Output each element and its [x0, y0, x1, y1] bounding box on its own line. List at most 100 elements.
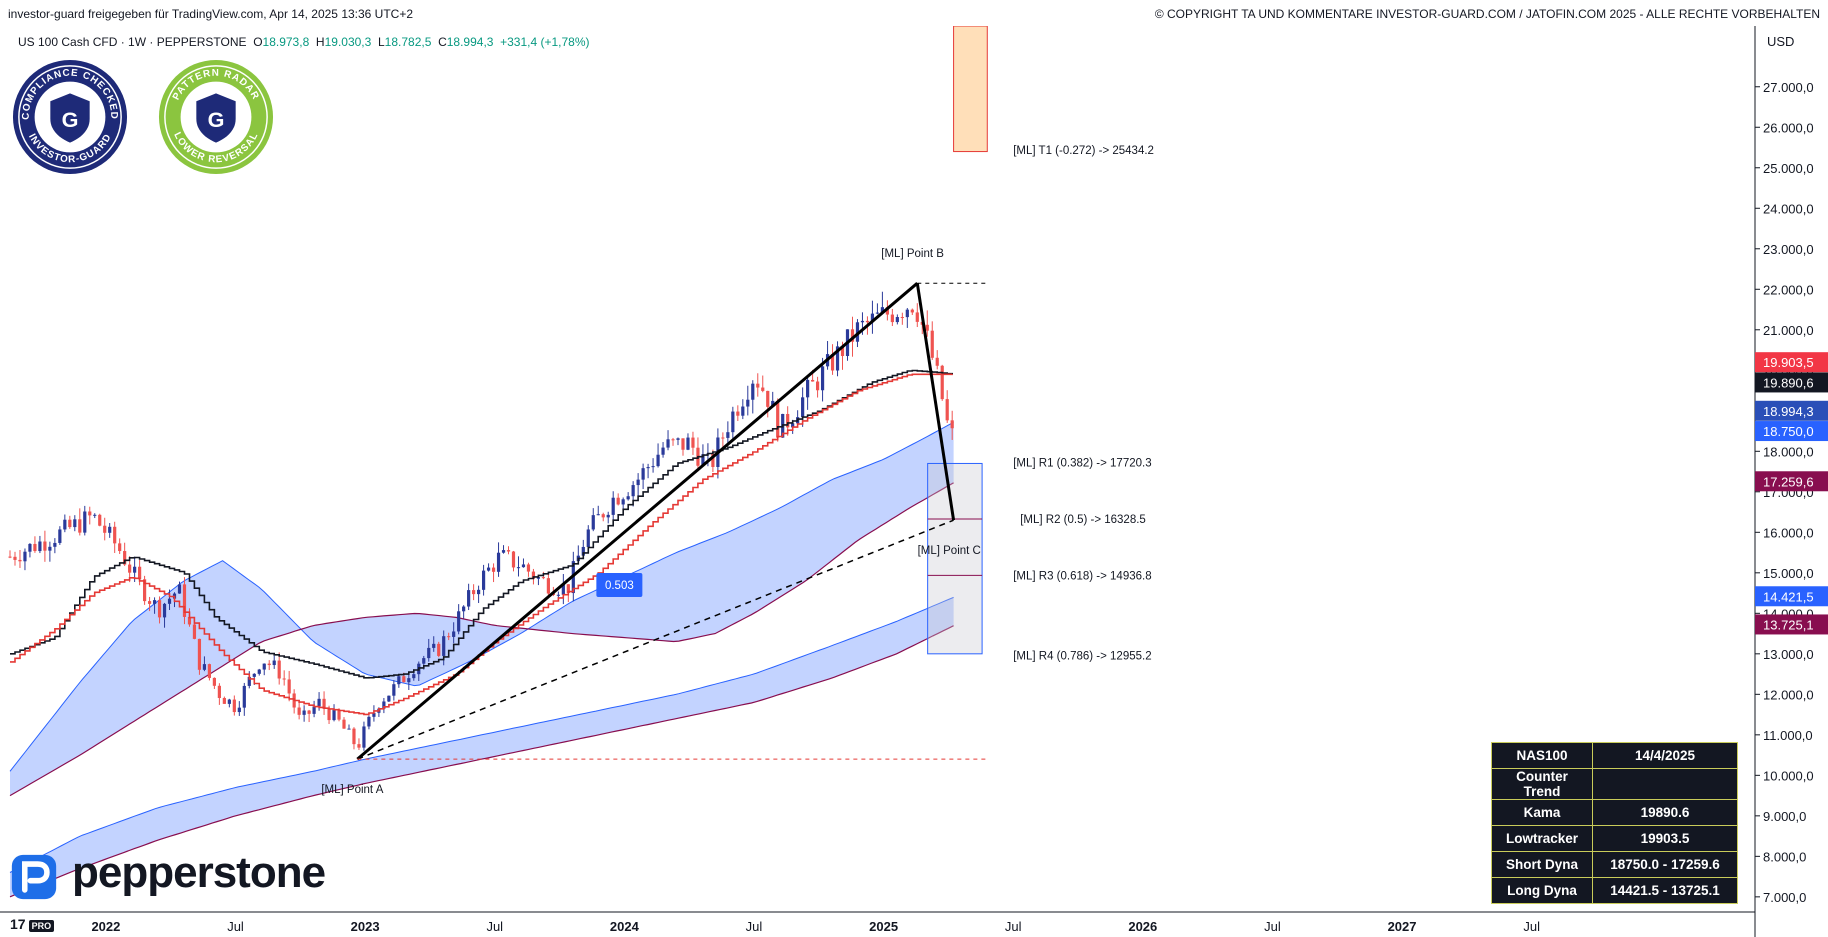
candle-body [811, 379, 815, 382]
x-tick-label: Jul [1005, 919, 1022, 934]
candle-body [133, 566, 137, 573]
candle-body [88, 511, 92, 516]
time-axis[interactable]: 2022 Jul 2023 Jul 2024 Jul 2025 Jul 2026 Jul 2027 J… [0, 911, 1755, 934]
candle-body [357, 744, 361, 748]
candle-body [257, 669, 261, 674]
price-tag-bg [1755, 586, 1828, 607]
candle-body [28, 543, 32, 552]
candle-body [850, 329, 855, 342]
candle-body [33, 543, 37, 552]
candle-body [182, 584, 187, 617]
y-tick-label: 22.000,0 [1763, 282, 1814, 297]
candle-body [477, 589, 481, 595]
candle-body [596, 514, 600, 516]
close-label: C [438, 35, 447, 49]
y-tick-label: 27.000,0 [1763, 80, 1814, 95]
price-tag-label: 14.421,5 [1763, 589, 1814, 604]
candle-body [691, 437, 695, 448]
price-chart[interactable]: [ML] Point A [ML] Point B [ML] Point C 0.50… [0, 26, 1828, 937]
candle-body [232, 699, 236, 713]
candle-body [118, 543, 122, 552]
candle-body [506, 550, 511, 552]
candle-body [277, 660, 281, 679]
candle-body [940, 365, 944, 400]
candle-body [870, 313, 875, 323]
y-tick-label: 24.000,0 [1763, 201, 1814, 216]
candle-body [726, 432, 730, 438]
dyna-band-upper [9, 596, 954, 873]
y-tick-label: 21.000,0 [1763, 323, 1814, 338]
price-axis[interactable]: USD 7.000,0 8.000,0 9.000,0 10.000,0 11.000,0… [1754, 26, 1828, 937]
target-box [953, 26, 988, 153]
candle-body [372, 712, 376, 717]
candle-body [332, 709, 336, 721]
candle-body [187, 616, 192, 625]
x-tick-label: 2026 [1128, 919, 1157, 934]
candle-body [910, 309, 914, 313]
y-tick-label: 8.000,0 [1763, 849, 1806, 864]
tv-mark: 17 [10, 916, 26, 932]
table-value: 14/4/2025 [1592, 742, 1738, 769]
candle-body [591, 515, 595, 530]
price-tag-label: 17.259,6 [1763, 474, 1814, 489]
candle-body [207, 664, 212, 678]
candle-body [766, 390, 770, 407]
candle-body [830, 354, 835, 371]
tradingview-logo-icon: 17 PRO [10, 916, 55, 932]
dyna-band-lower [9, 482, 954, 797]
candle-body [192, 624, 197, 639]
candle-body [242, 685, 246, 708]
candle-body [875, 312, 880, 314]
table-label: NAS100 [1491, 742, 1593, 769]
candle-body [531, 571, 536, 579]
candle-body [501, 550, 506, 553]
candle-body [761, 387, 765, 391]
point-c-label: [ML] Point C [918, 545, 981, 557]
candle-body [631, 485, 635, 497]
candle-body [8, 556, 12, 558]
candle-body [43, 541, 47, 551]
price-tag-bg [1755, 372, 1828, 393]
candle-body [666, 439, 670, 448]
candle-body [806, 379, 810, 398]
point-b-label: [ML] Point B [881, 248, 944, 260]
table-value: 19903.5 [1592, 825, 1738, 852]
symbol-legend[interactable]: US 100 Cash CFD · 1W · PEPPERSTONE O18.9… [18, 35, 590, 49]
price-tag-label: 18.994,3 [1763, 404, 1814, 419]
price-tag-bg [1755, 421, 1828, 442]
candle-body [491, 567, 496, 572]
candle-body [402, 676, 406, 683]
candle-body [611, 497, 615, 515]
candle-body [801, 397, 805, 418]
candle-body [686, 437, 690, 450]
candle-body [900, 317, 904, 319]
pattern-boxes [927, 26, 988, 655]
brand-name: pepperstone [72, 848, 326, 897]
candle-body [457, 611, 461, 632]
candle-body [73, 519, 77, 528]
candle-body [885, 307, 889, 315]
candle-body [337, 709, 341, 720]
candle-body [771, 400, 775, 407]
candle-body [83, 511, 87, 533]
candle-body [486, 567, 491, 571]
candle-body [895, 317, 899, 323]
candle-body [38, 541, 42, 552]
candle-body [756, 383, 760, 388]
candle-body [736, 411, 740, 416]
candle-body [23, 551, 27, 562]
candle-body [412, 674, 416, 679]
symbol-name[interactable]: US 100 Cash CFD · 1W · PEPPERSTONE [18, 35, 247, 49]
candle-body [621, 499, 625, 505]
candle-body [541, 577, 546, 579]
candle-body [437, 643, 441, 656]
dyna-band-fill [10, 597, 954, 897]
copyright-line: © COPYRIGHT TA UND KOMMENTARE INVESTOR-G… [1154, 7, 1820, 21]
candle-body [521, 564, 526, 568]
candle-body [566, 584, 570, 594]
candle-body [113, 526, 117, 544]
candle-body [711, 453, 715, 467]
pepperstone-logo-icon [11, 854, 57, 900]
y-tick-label: 9.000,0 [1763, 809, 1806, 824]
candle-body [422, 658, 426, 664]
